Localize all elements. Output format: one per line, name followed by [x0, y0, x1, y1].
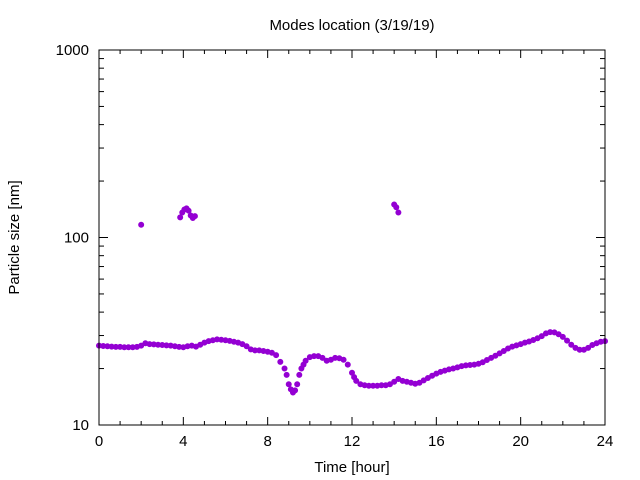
x-tick-label: 24	[597, 433, 614, 450]
data-point	[296, 371, 303, 378]
data-point	[319, 354, 326, 361]
y-tick-label: 100	[64, 230, 89, 247]
data-point	[555, 331, 562, 338]
data-point	[283, 371, 290, 378]
data-point	[302, 357, 309, 364]
data-point	[292, 387, 299, 394]
data-markers	[96, 201, 609, 396]
x-tick-label: 20	[512, 433, 529, 450]
data-point	[395, 209, 402, 216]
data-point	[564, 337, 571, 344]
x-tick-label: 8	[263, 433, 271, 450]
data-point	[294, 381, 301, 388]
data-point	[138, 221, 145, 228]
data-point	[177, 214, 184, 221]
x-axis-label: Time [hour]	[314, 459, 389, 476]
axis-ticks: 0 4 8 12 16 20 24 10 100 1000	[56, 42, 614, 450]
data-point	[393, 204, 400, 211]
x-tick-label: 4	[179, 433, 187, 450]
data-point	[273, 352, 280, 359]
y-axis-label: Particle size [nm]	[6, 180, 23, 294]
data-point	[391, 378, 398, 385]
chart-title: Modes location (3/19/19)	[269, 17, 434, 34]
data-point	[243, 343, 250, 350]
y-tick-label: 1000	[56, 42, 89, 59]
data-point	[353, 377, 360, 384]
x-tick-label: 16	[428, 433, 445, 450]
data-point	[585, 344, 592, 351]
x-tick-label: 12	[344, 433, 361, 450]
data-point	[340, 356, 347, 363]
x-tick-label: 0	[95, 433, 103, 450]
data-point	[191, 213, 198, 220]
data-point	[500, 348, 507, 355]
y-tick-label: 10	[72, 417, 89, 434]
data-point	[568, 341, 575, 348]
data-point	[344, 361, 351, 368]
data-point	[285, 381, 292, 388]
data-point	[559, 333, 566, 340]
data-point	[538, 333, 545, 340]
data-point	[277, 358, 284, 365]
data-point	[185, 207, 192, 214]
data-point	[281, 365, 288, 372]
plot-frame	[98, 49, 606, 426]
